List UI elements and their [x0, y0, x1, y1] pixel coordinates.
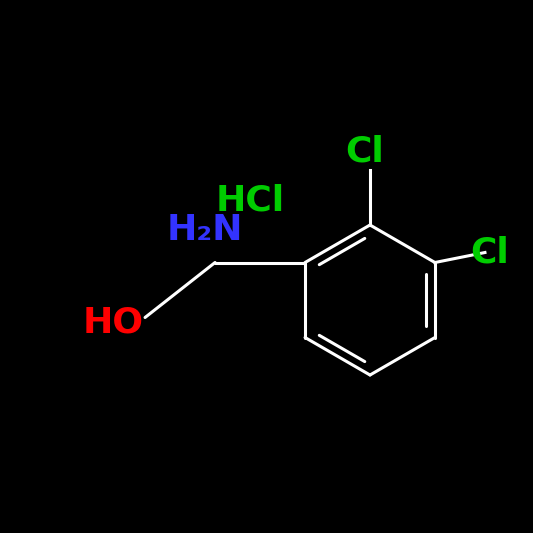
Text: Cl: Cl [345, 135, 384, 169]
Text: H₂N: H₂N [167, 214, 243, 247]
Text: HCl: HCl [215, 183, 285, 217]
Text: Cl: Cl [471, 236, 510, 270]
Text: HO: HO [83, 305, 143, 340]
